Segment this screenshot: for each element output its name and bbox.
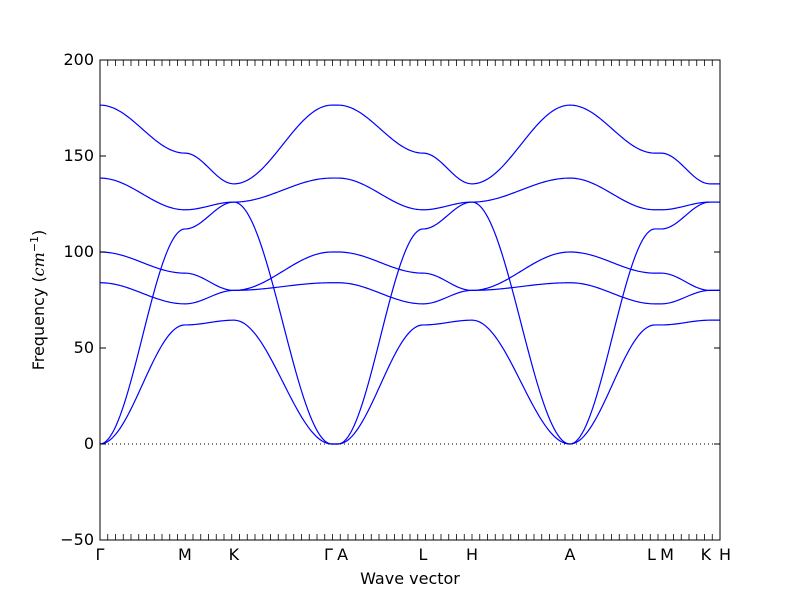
band-lines <box>99 104 720 445</box>
y-tick-label: 50 <box>74 338 94 357</box>
x-tick-label: M <box>178 545 192 564</box>
x-tick-label: M <box>660 545 674 564</box>
band-4-line <box>99 251 720 292</box>
axis-ticks <box>99 59 721 541</box>
y-tick-label: 0 <box>84 434 94 453</box>
x-tick-label: L <box>647 545 656 564</box>
y-tick-label: 200 <box>63 50 94 69</box>
band-3-line <box>99 282 720 305</box>
y-tick-label: 150 <box>63 146 94 165</box>
x-tick-label: Γ <box>96 545 105 564</box>
x-tick-label: H <box>466 545 478 564</box>
y-axis-label-exponent: −1 <box>28 236 41 252</box>
y-axis-label-unit: cm <box>29 252 48 276</box>
x-tick-label: A <box>564 545 575 564</box>
y-axis-label-close: ) <box>29 230 48 236</box>
band-2-line <box>99 201 720 445</box>
x-tick-label: Γ <box>324 545 333 564</box>
band-5-line <box>99 177 720 211</box>
y-axis-label: Frequency (cm−1) <box>28 230 49 371</box>
plot-frame <box>99 59 721 541</box>
x-tick-label: K <box>229 545 240 564</box>
band-1-line <box>99 319 720 445</box>
x-tick-label: H <box>719 545 731 564</box>
y-axis-label-text: Frequency ( <box>29 276 48 370</box>
y-tick-label: 100 <box>63 242 94 261</box>
x-tick-label: K <box>701 545 712 564</box>
y-tick-label: −50 <box>60 530 94 549</box>
x-tick-label: A <box>337 545 348 564</box>
band-6-line <box>99 104 720 185</box>
x-axis-label: Wave vector <box>360 569 460 588</box>
x-tick-label: L <box>419 545 428 564</box>
